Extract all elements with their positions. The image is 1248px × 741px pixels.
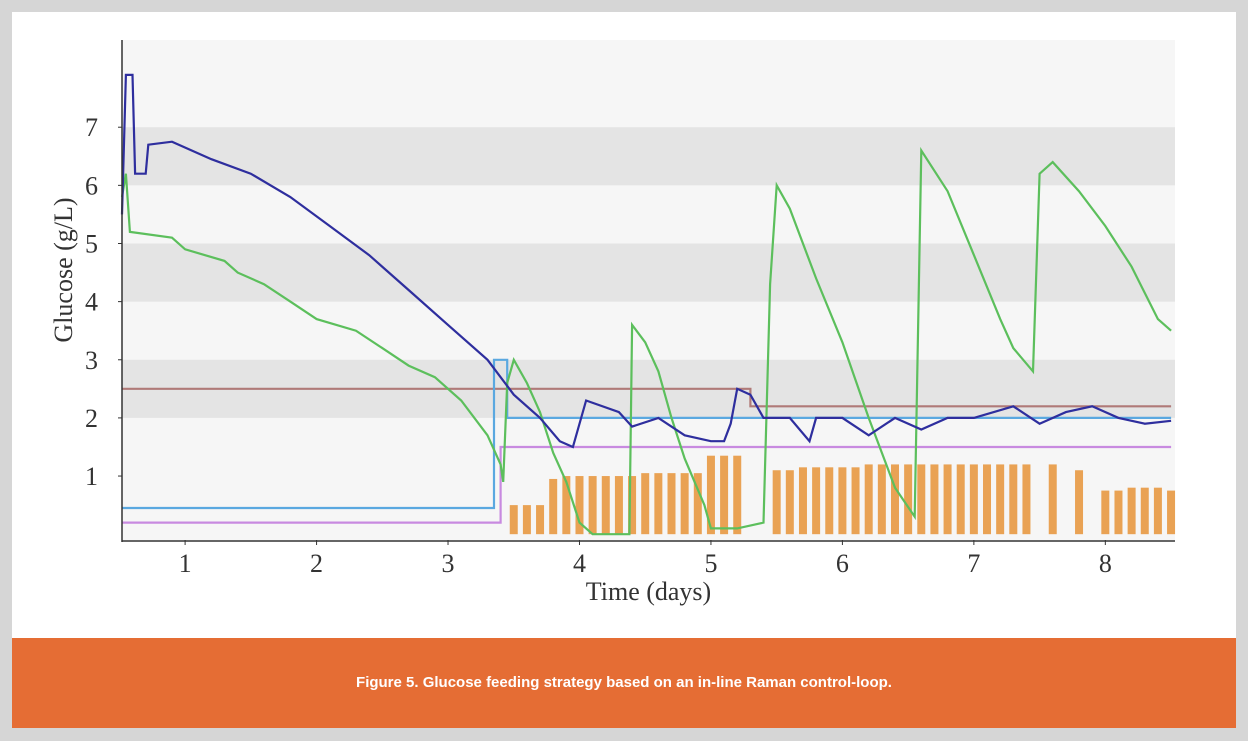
- bar: [825, 467, 834, 535]
- bar: [628, 476, 637, 535]
- bar: [904, 464, 913, 535]
- y-tick-label: 5: [85, 229, 98, 258]
- bar: [956, 464, 965, 535]
- bar: [877, 464, 886, 535]
- line: [122, 445, 1172, 524]
- bar: [680, 473, 689, 535]
- bar: [812, 467, 821, 535]
- line: [122, 387, 1172, 408]
- bar: [1009, 464, 1018, 535]
- bar: [1153, 487, 1162, 535]
- x-tick-label: 1: [179, 549, 192, 578]
- bar: [851, 467, 860, 535]
- bar: [1140, 487, 1149, 535]
- bar: [1022, 464, 1031, 535]
- bar: [562, 476, 571, 535]
- bar: [733, 455, 742, 535]
- bar: [785, 470, 794, 535]
- bar: [1167, 490, 1176, 535]
- bar: [798, 467, 807, 535]
- y-tick-label: 6: [85, 171, 98, 200]
- bar: [693, 473, 702, 535]
- bar: [1048, 464, 1057, 535]
- bar: [917, 464, 926, 535]
- bar: [969, 464, 978, 535]
- bar: [983, 464, 992, 535]
- bar: [720, 455, 729, 535]
- grid-band: [122, 127, 1175, 186]
- x-tick-label: 3: [442, 549, 455, 578]
- bar: [614, 476, 623, 535]
- bar: [654, 473, 663, 535]
- bar: [601, 476, 610, 535]
- bar: [996, 464, 1005, 535]
- bar: [1127, 487, 1136, 535]
- chart: 1 2 3 4 5 6 7 1 2 3 4 5 6 7 8 Time (days) Glucose (g/L): [49, 40, 1176, 606]
- bar: [943, 464, 952, 535]
- x-tick-label: 5: [704, 549, 717, 578]
- y-tick-label: 3: [85, 346, 98, 375]
- bar: [890, 464, 899, 535]
- line: [120, 73, 1172, 449]
- bar: [838, 467, 847, 535]
- bar: [1101, 490, 1110, 535]
- figure-card: 1 2 3 4 5 6 7 1 2 3 4 5 6 7 8 Time (days) Glucose (g/L) …: [12, 12, 1236, 728]
- x-axis-label: Time (days): [586, 577, 711, 606]
- x-tick-label: 6: [836, 549, 849, 578]
- bar: [1114, 490, 1123, 535]
- line: [120, 146, 1172, 536]
- caption: Figure 5. Glucose feeding strategy based…: [12, 638, 1236, 728]
- y-tick-label: 4: [85, 288, 98, 317]
- bar: [930, 464, 939, 535]
- x-tick-label: 8: [1099, 549, 1112, 578]
- bar: [641, 473, 650, 535]
- bar: [772, 470, 781, 535]
- bar: [588, 476, 597, 535]
- bar: [549, 478, 558, 535]
- bar: [536, 505, 545, 535]
- y-axis-label: Glucose (g/L): [49, 197, 78, 342]
- bar: [522, 505, 531, 535]
- y-tick-label: 2: [85, 404, 98, 433]
- x-tick-label: 4: [573, 549, 586, 578]
- grid-band: [122, 243, 1175, 302]
- bar: [706, 455, 715, 535]
- bar: [1075, 470, 1084, 535]
- y-tick-label: 1: [85, 462, 98, 491]
- line: [122, 358, 1172, 510]
- bar: [667, 473, 676, 535]
- bar: [575, 476, 584, 535]
- x-tick-label: 2: [310, 549, 323, 578]
- bar: [509, 505, 518, 535]
- bar: [864, 464, 873, 535]
- y-tick-label: 7: [85, 113, 98, 142]
- x-tick-label: 7: [967, 549, 980, 578]
